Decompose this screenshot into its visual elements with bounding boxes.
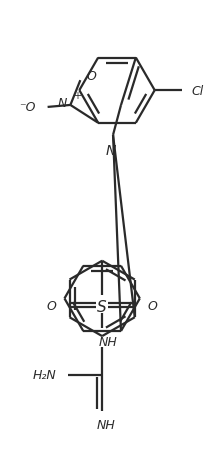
Text: O: O xyxy=(148,299,158,312)
Text: ⁻O: ⁻O xyxy=(19,101,36,114)
Text: H₂N: H₂N xyxy=(33,369,56,381)
Text: S: S xyxy=(97,300,107,315)
Text: N: N xyxy=(58,97,67,110)
Text: NH: NH xyxy=(99,335,117,349)
Text: O: O xyxy=(86,70,96,82)
Text: Cl: Cl xyxy=(191,85,204,97)
Text: NH: NH xyxy=(97,419,116,431)
Text: N: N xyxy=(106,143,116,157)
Text: +: + xyxy=(73,91,81,101)
Text: O: O xyxy=(47,299,56,312)
